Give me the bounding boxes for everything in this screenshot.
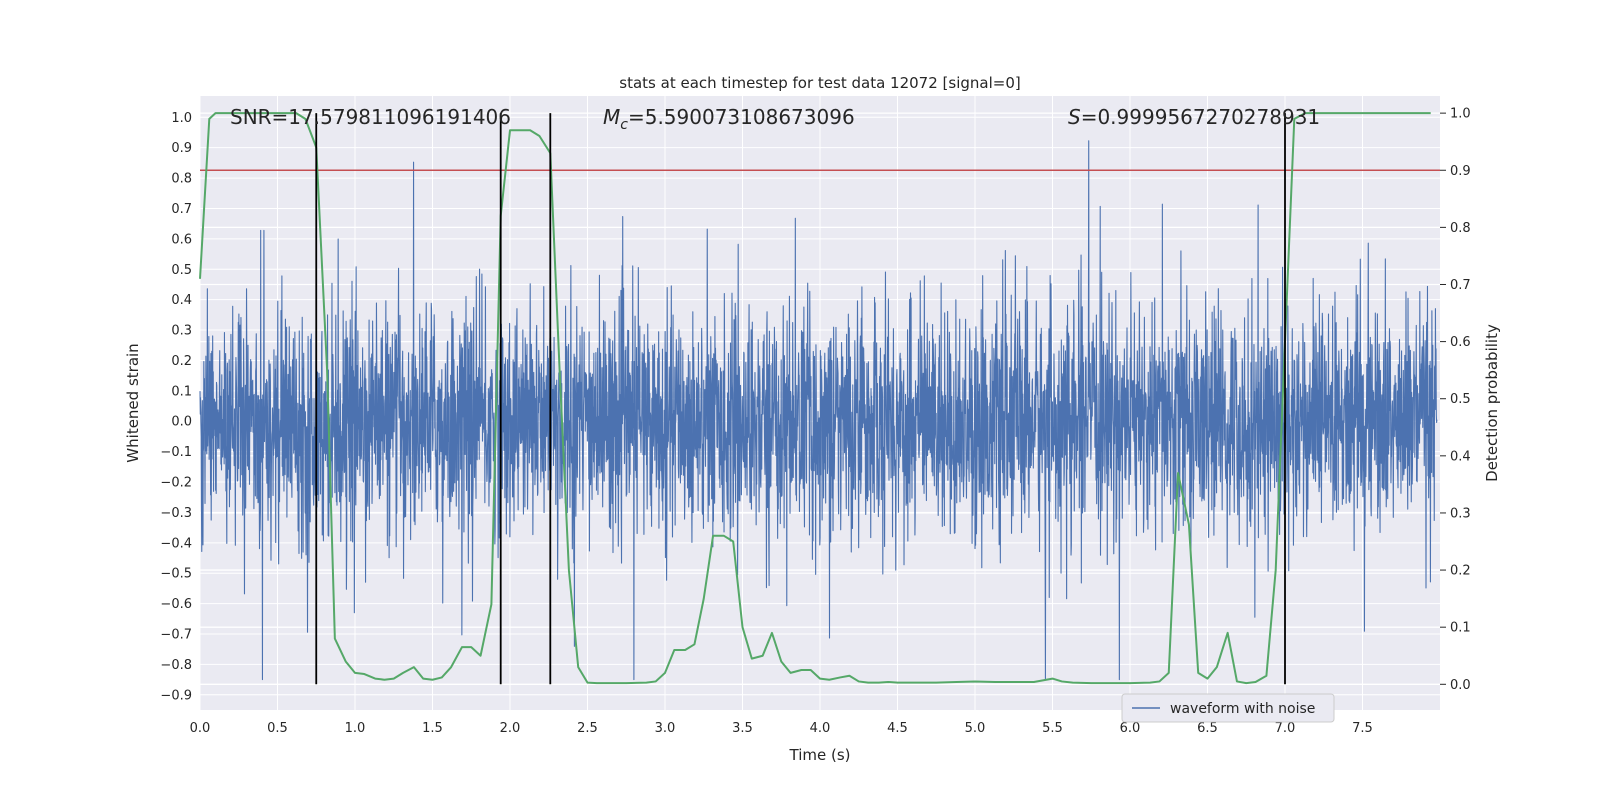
- x-tick-label: 0.0: [190, 721, 211, 736]
- vertical-markers: [315, 113, 1286, 685]
- y-right-tick-label: 0.1: [1450, 621, 1471, 636]
- snr-annotation: SNR=17.579811096191406: [230, 105, 511, 129]
- mc-subscript: c: [620, 117, 628, 133]
- y-left-tick-label: 0.8: [171, 172, 192, 187]
- x-tick-label: 3.0: [655, 721, 676, 736]
- legend: waveform with noise: [1121, 693, 1335, 723]
- y-right-tick-label: 0.9: [1450, 164, 1471, 179]
- y-left-tick-label: 0.2: [171, 354, 192, 369]
- x-tick-label: 1.5: [422, 721, 443, 736]
- y-left-tick-label: −0.2: [160, 476, 192, 491]
- x-axis-label: Time (s): [789, 746, 851, 764]
- y-right-tick-label: 0.3: [1450, 506, 1471, 521]
- y-left-tick-label: −0.8: [160, 658, 192, 673]
- waveform-series: [199, 140, 1438, 681]
- mc-value: =5.590073108673096: [628, 105, 855, 129]
- y-axis-label-left: Whitened strain: [124, 343, 142, 462]
- chart-title: stats at each timestep for test data 120…: [619, 74, 1020, 92]
- y-left-tick-label: 0.9: [171, 141, 192, 156]
- x-tick-label: 4.5: [887, 721, 908, 736]
- y-right-tick-label: 0.5: [1450, 392, 1471, 407]
- x-tick-label: 6.5: [1197, 721, 1218, 736]
- y-left-tick-label: 0.7: [171, 202, 192, 217]
- x-tick-label: 4.0: [810, 721, 831, 736]
- y-left-tick-label: 0.3: [171, 324, 192, 339]
- y-right-tick-label: 0.6: [1450, 335, 1471, 350]
- mc-symbol: M: [603, 105, 620, 129]
- x-tick-label: 0.5: [267, 721, 288, 736]
- y-left-tick-label: 0.6: [171, 232, 192, 247]
- x-tick-label: 2.5: [577, 721, 598, 736]
- y-left-tick-label: 0.5: [171, 263, 192, 278]
- s-annotation: S=0.9999567270278931: [1068, 105, 1320, 129]
- y-left-tick-label: −0.1: [160, 445, 192, 460]
- x-tick-label: 7.5: [1352, 721, 1373, 736]
- y-axis-label-right: Detection probability: [1483, 324, 1501, 482]
- x-tick-label: 7.0: [1275, 721, 1296, 736]
- x-tick-label: 5.0: [965, 721, 986, 736]
- y-left-tick-label: −0.9: [160, 688, 192, 703]
- tick-labels: 0.0 0.5 1.0 1.5 2.0 2.5 3.0 3.5 4.0 4.5 5.0 5.5 6.0 6…: [160, 107, 1470, 736]
- y-left-tick-label: −0.4: [160, 536, 192, 551]
- legend-box: [1121, 693, 1335, 723]
- y-right-tick-label: 0.0: [1450, 678, 1471, 693]
- y-left-tick-label: −0.6: [160, 597, 192, 612]
- x-tick-label: 5.5: [1042, 721, 1063, 736]
- y-left-tick-label: 1.0: [171, 111, 192, 126]
- y-left-tick-label: 0.0: [171, 415, 192, 430]
- y-left-tick-label: −0.7: [160, 628, 192, 643]
- x-tick-label: 3.5: [732, 721, 753, 736]
- x-tick-label: 6.0: [1120, 721, 1141, 736]
- y-right-tick-label: 0.8: [1450, 221, 1471, 236]
- s-symbol: S: [1068, 105, 1081, 129]
- x-tick-label: 1.0: [345, 721, 366, 736]
- y-right-tick-label: 1.0: [1450, 107, 1471, 122]
- mc-annotation: Mc=5.590073108673096: [603, 105, 855, 133]
- legend-entry: waveform with noise: [1170, 701, 1315, 717]
- probability-line: [199, 112, 1431, 685]
- probability-series: [199, 112, 1431, 685]
- y-right-tick-label: 0.4: [1450, 449, 1471, 464]
- y-left-tick-label: −0.5: [160, 567, 192, 582]
- y-left-tick-label: −0.3: [160, 506, 192, 521]
- waveform-line: [199, 140, 1438, 681]
- y-left-tick-label: 0.4: [171, 293, 192, 308]
- y-right-tick-label: 0.7: [1450, 278, 1471, 293]
- y-right-tick-label: 0.2: [1450, 564, 1471, 579]
- y-left-tick-label: 0.1: [171, 384, 192, 399]
- x-tick-label: 2.0: [500, 721, 521, 736]
- s-value: =0.9999567270278931: [1081, 105, 1320, 129]
